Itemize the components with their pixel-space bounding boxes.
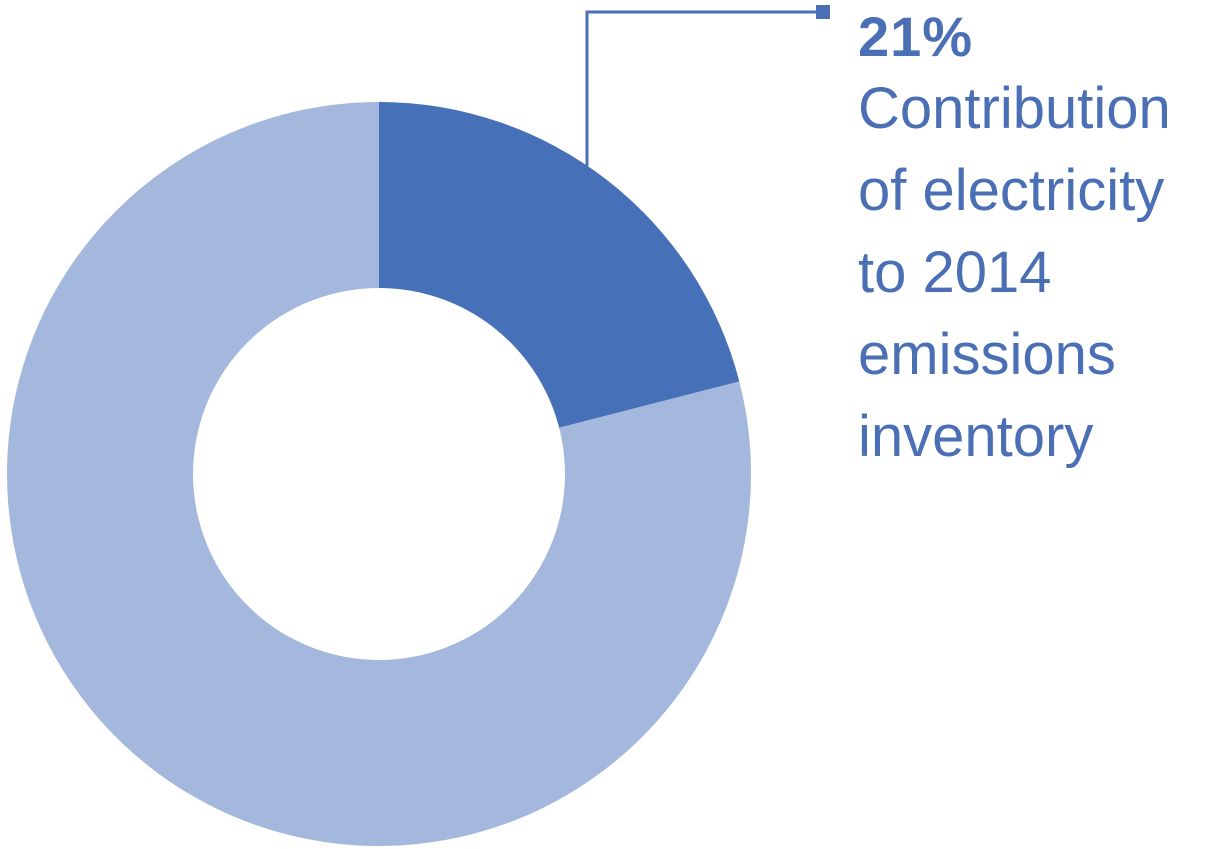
callout-label: 21% Contribution of electricity to 2014 … (858, 2, 1218, 478)
callout-leader (585, 5, 830, 166)
donut-slice-0 (379, 102, 740, 428)
callout-value: 21% (858, 5, 974, 68)
donut-slices (6, 102, 751, 846)
callout-description: Contribution of electricity to 2014 emis… (858, 76, 1171, 469)
callout-leader-marker (816, 5, 830, 19)
donut-slice-1 (6, 102, 751, 846)
callout-leader-line (585, 10, 822, 166)
